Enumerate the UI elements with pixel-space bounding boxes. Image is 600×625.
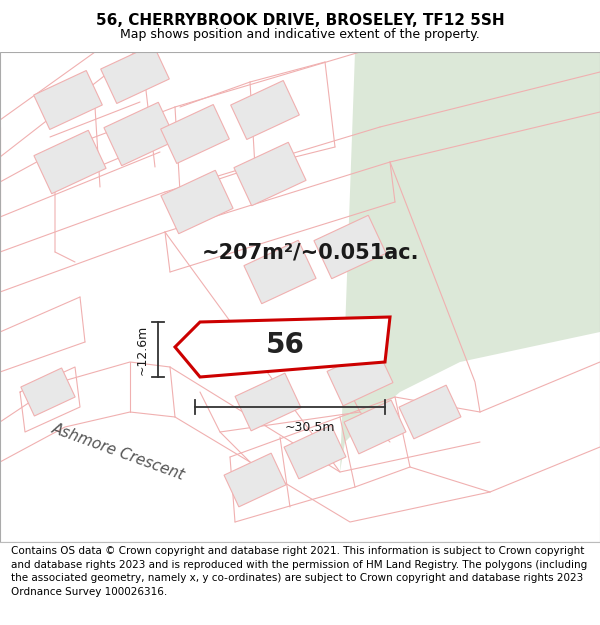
- Polygon shape: [161, 104, 229, 164]
- Text: ~12.6m: ~12.6m: [136, 324, 149, 374]
- Polygon shape: [224, 453, 286, 507]
- Polygon shape: [161, 170, 233, 234]
- Text: 56: 56: [266, 331, 304, 359]
- Polygon shape: [34, 130, 106, 194]
- Polygon shape: [101, 44, 169, 104]
- Polygon shape: [235, 373, 301, 431]
- Polygon shape: [175, 317, 390, 377]
- Polygon shape: [314, 215, 386, 279]
- Polygon shape: [21, 368, 75, 416]
- Text: Contains OS data © Crown copyright and database right 2021. This information is : Contains OS data © Crown copyright and d…: [11, 546, 587, 597]
- Polygon shape: [234, 142, 306, 206]
- Text: Ashmore Crescent: Ashmore Crescent: [49, 421, 187, 483]
- Polygon shape: [244, 240, 316, 304]
- Text: Map shows position and indicative extent of the property.: Map shows position and indicative extent…: [120, 28, 480, 41]
- Polygon shape: [34, 71, 103, 129]
- Text: ~207m²/~0.051ac.: ~207m²/~0.051ac.: [201, 242, 419, 262]
- Polygon shape: [284, 425, 346, 479]
- Polygon shape: [327, 348, 393, 406]
- Polygon shape: [340, 52, 600, 472]
- Polygon shape: [344, 400, 406, 454]
- Polygon shape: [230, 81, 299, 139]
- Text: 56, CHERRYBROOK DRIVE, BROSELEY, TF12 5SH: 56, CHERRYBROOK DRIVE, BROSELEY, TF12 5S…: [95, 13, 505, 28]
- Text: ~30.5m: ~30.5m: [285, 421, 335, 434]
- Polygon shape: [399, 385, 461, 439]
- Polygon shape: [104, 102, 176, 166]
